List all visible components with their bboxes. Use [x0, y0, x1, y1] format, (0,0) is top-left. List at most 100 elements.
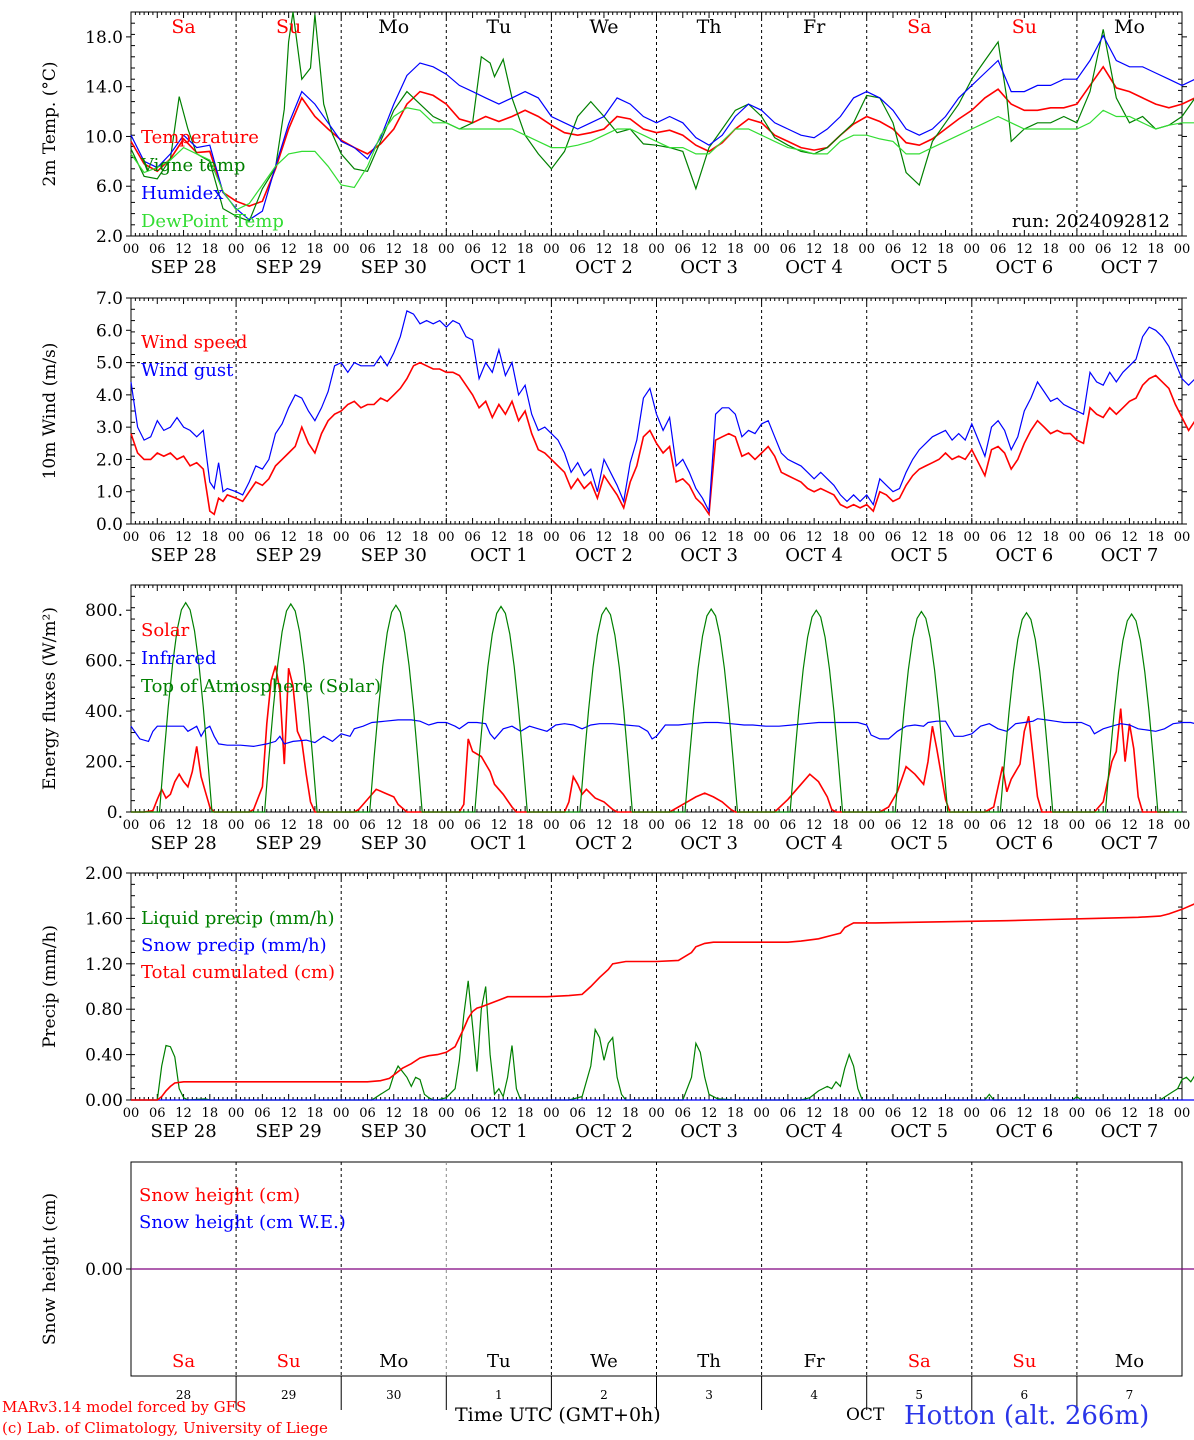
- y-tick-label: 2.0: [96, 227, 123, 247]
- hour-label: 06: [464, 242, 481, 257]
- hour-label: 12: [701, 242, 718, 257]
- day-number: 3: [705, 1388, 713, 1402]
- hour-label: 00: [964, 530, 981, 545]
- hour-label: 12: [491, 1106, 508, 1121]
- hour-label: 12: [806, 530, 823, 545]
- y-tick-label: 1.60: [85, 909, 123, 929]
- date-label: OCT 3: [680, 1121, 738, 1142]
- hour-label: 00: [123, 530, 140, 545]
- date-label: SEP 28: [150, 1121, 216, 1142]
- y-axis-title: 2m Temp. (°C): [40, 61, 60, 186]
- hour-label: 06: [1095, 1106, 1112, 1121]
- series-wind-gust: [130, 310, 1194, 514]
- hour-label: 06: [675, 242, 692, 257]
- hour-label: 18: [727, 242, 744, 257]
- y-tick-label: 18.0: [85, 28, 123, 48]
- hour-label: 06: [885, 530, 902, 545]
- hour-label: 00: [964, 818, 981, 833]
- hour-label: 06: [885, 242, 902, 257]
- hour-label: 00: [1174, 242, 1191, 257]
- hour-label: 06: [780, 818, 797, 833]
- hour-label: 18: [1042, 1106, 1059, 1121]
- hour-label: 18: [1147, 242, 1164, 257]
- date-label: SEP 30: [361, 545, 427, 566]
- hour-label: 12: [1016, 530, 1033, 545]
- hour-label: 00: [858, 530, 875, 545]
- hour-label: 12: [911, 530, 928, 545]
- legend-entry: Vigne temp: [140, 155, 245, 176]
- hour-label: 18: [412, 242, 429, 257]
- hour-label: 00: [753, 242, 770, 257]
- hour-label: 06: [990, 530, 1007, 545]
- hour-label: 00: [543, 242, 560, 257]
- day-name: Su: [276, 16, 301, 38]
- day-name: Su: [1012, 16, 1037, 38]
- y-tick-label: 3.0: [96, 418, 123, 438]
- hour-label: 00: [1174, 1106, 1191, 1121]
- hour-label: 00: [333, 242, 350, 257]
- hour-label: 18: [1147, 1106, 1164, 1121]
- hour-label: 06: [1095, 242, 1112, 257]
- series-dewpoint-temp: [130, 107, 1194, 211]
- y-tick-label: 0.: [107, 803, 123, 823]
- hour-label: 00: [333, 1106, 350, 1121]
- day-number: 6: [1021, 1388, 1029, 1402]
- day-name: Fr: [803, 16, 826, 38]
- date-label: OCT 7: [1101, 833, 1159, 854]
- hour-label: 00: [123, 242, 140, 257]
- panel-1: 00 06 12 18 00 06 12 18 00 06 12 18 00 06 12 18 00 06 12 18…: [40, 11, 1194, 278]
- day-name: Sa: [907, 16, 931, 38]
- series-humidex: [130, 34, 1194, 221]
- hour-label: 18: [1147, 530, 1164, 545]
- hour-label: 18: [412, 1106, 429, 1121]
- hour-label: 00: [438, 242, 455, 257]
- hour-label: 06: [780, 1106, 797, 1121]
- hour-label: 00: [438, 1106, 455, 1121]
- hour-label: 00: [543, 1106, 560, 1121]
- hour-label: 00: [123, 818, 140, 833]
- legend-entry: Snow height (cm): [139, 1185, 300, 1206]
- hour-label: 12: [701, 818, 718, 833]
- hour-label: 12: [1121, 530, 1138, 545]
- hour-label: 18: [517, 818, 534, 833]
- date-label: SEP 29: [256, 545, 322, 566]
- hour-label: 00: [333, 818, 350, 833]
- date-label: OCT 4: [785, 1121, 843, 1142]
- hour-label: 00: [753, 1106, 770, 1121]
- hour-label: 00: [1174, 818, 1191, 833]
- day-name: Mo: [379, 1351, 408, 1372]
- y-tick-label: 0.00: [85, 1260, 123, 1280]
- hour-label: 18: [727, 530, 744, 545]
- hour-label: 06: [359, 242, 376, 257]
- date-label: OCT 6: [995, 545, 1053, 566]
- date-label: OCT 5: [890, 257, 948, 278]
- date-label: OCT 1: [470, 833, 528, 854]
- y-tick-label: 400.: [85, 702, 123, 722]
- panel-2: 00 06 12 18 00 06 12 18 00 06 12 18 00 06 12 18 00 06 12 18…: [40, 289, 1194, 566]
- y-tick-label: 0.40: [85, 1046, 123, 1066]
- hour-label: 12: [1016, 1106, 1033, 1121]
- hour-label: 06: [1095, 818, 1112, 833]
- series-solar: [131, 665, 1169, 813]
- hour-label: 06: [569, 530, 586, 545]
- hour-label: 12: [280, 1106, 297, 1121]
- day-name: Sa: [171, 16, 195, 38]
- y-tick-label: 800.: [85, 601, 123, 621]
- date-label: OCT 3: [680, 257, 738, 278]
- date-label: OCT 2: [575, 257, 633, 278]
- hour-label: 18: [517, 530, 534, 545]
- hour-label: 00: [228, 1106, 245, 1121]
- date-label: OCT 7: [1101, 257, 1159, 278]
- run-label: run: 2024092812: [1012, 211, 1170, 232]
- date-label: OCT 1: [470, 545, 528, 566]
- y-axis-title: Snow height (cm): [40, 1193, 60, 1345]
- hour-label: 00: [1069, 242, 1086, 257]
- date-label: SEP 30: [361, 1121, 427, 1142]
- hour-label: 06: [780, 242, 797, 257]
- day-name: Th: [697, 1351, 721, 1372]
- hour-label: 06: [675, 1106, 692, 1121]
- legend-entry: Infrared: [141, 648, 216, 669]
- hour-label: 00: [1069, 818, 1086, 833]
- date-label: SEP 28: [150, 833, 216, 854]
